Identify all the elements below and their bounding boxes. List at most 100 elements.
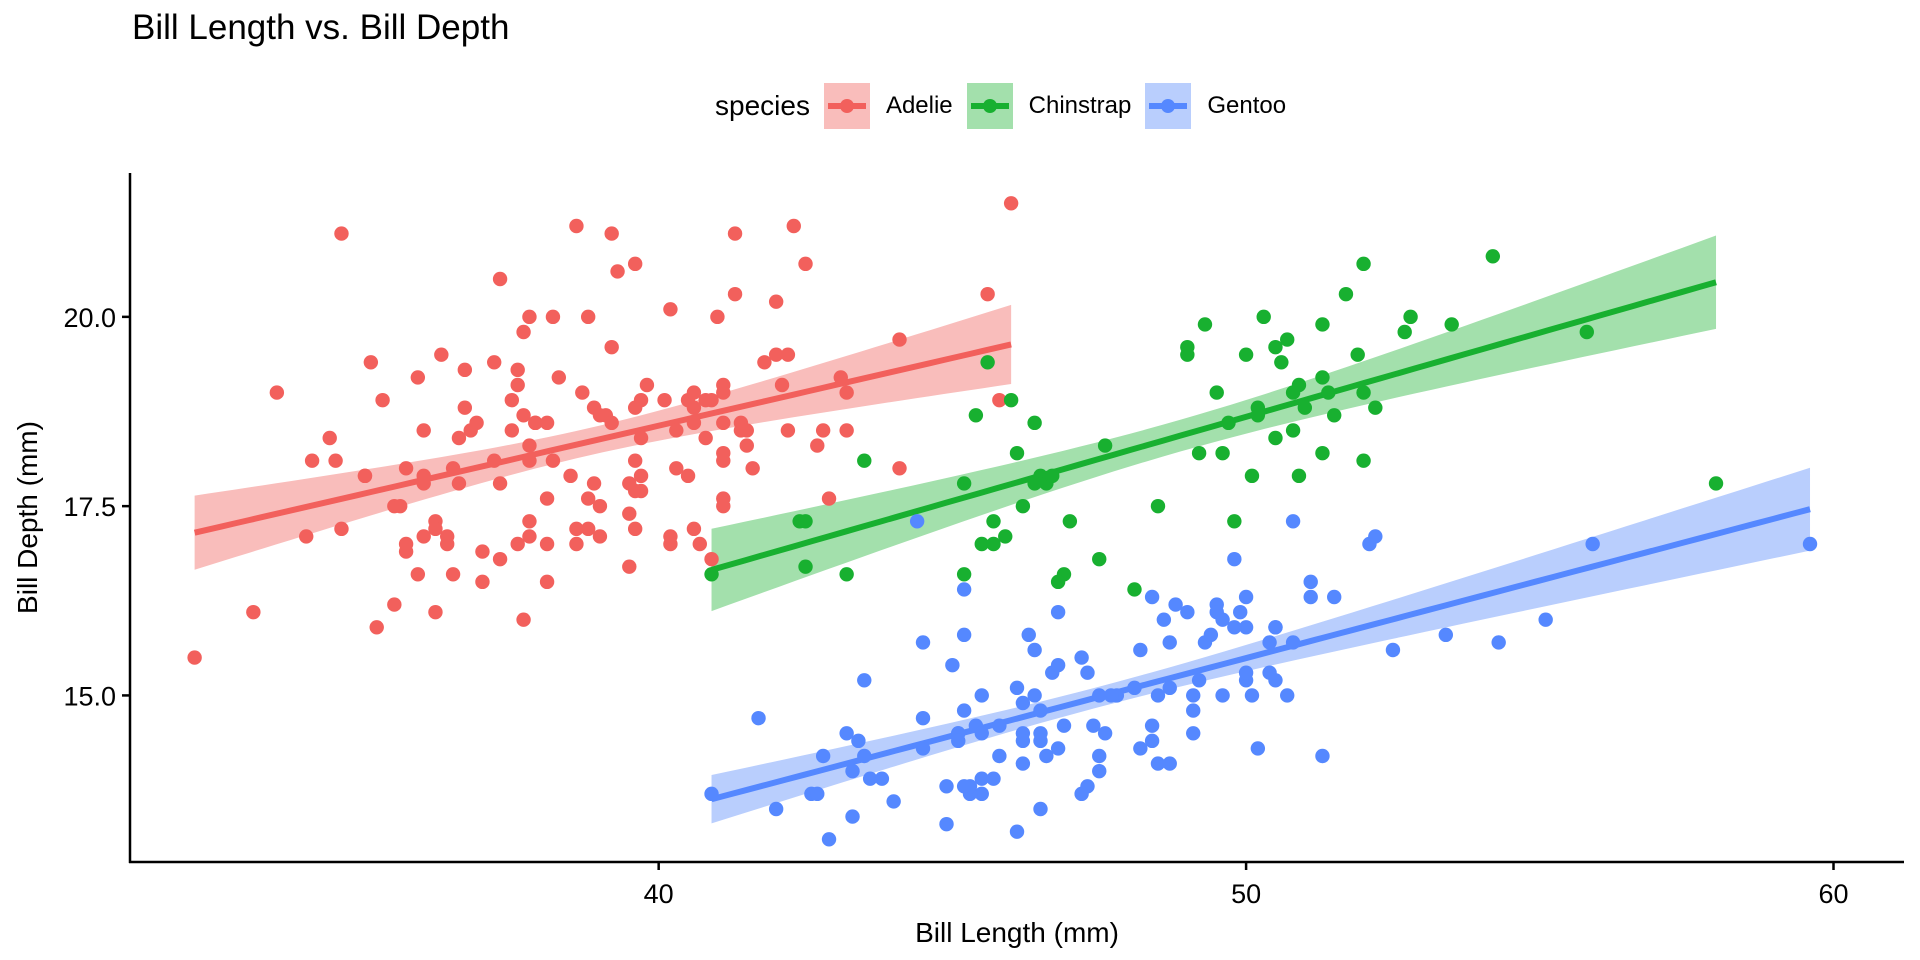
data-point-adelie (475, 574, 490, 590)
data-point-chinstrap (1256, 309, 1271, 325)
data-point-chinstrap (798, 559, 813, 574)
data-point-adelie (569, 536, 584, 552)
data-point-gentoo (1303, 589, 1318, 605)
data-point-chinstrap (980, 355, 995, 370)
legend-item-chinstrap: Chinstrap (966, 83, 1132, 129)
data-point-adelie (657, 392, 672, 408)
x-axis-title: Bill Length (mm) (915, 917, 1119, 948)
data-point-chinstrap (1027, 476, 1042, 491)
data-point-chinstrap (1268, 339, 1283, 355)
data-point-gentoo (862, 771, 878, 786)
data-point-adelie (686, 400, 702, 415)
data-point-adelie (633, 392, 649, 408)
data-point-gentoo (1097, 726, 1113, 741)
data-point-adelie (187, 650, 202, 665)
data-point-gentoo (1150, 756, 1166, 771)
data-point-gentoo (704, 786, 719, 802)
data-point-adelie (716, 453, 731, 468)
data-point-adelie (610, 264, 625, 279)
data-point-adelie (892, 332, 907, 347)
data-point-gentoo (1050, 604, 1066, 620)
data-point-chinstrap (1050, 574, 1066, 590)
data-point-adelie (698, 392, 713, 408)
data-point-adelie (633, 468, 649, 484)
axes: 40 50 60 15.0 17.5 20.0 Bill Length (mm) Bil… (12, 173, 1904, 948)
data-point-gentoo (1074, 786, 1089, 802)
data-point-gentoo (1268, 673, 1283, 688)
data-point-gentoo (839, 726, 854, 741)
data-point-gentoo (1033, 801, 1048, 817)
data-point-chinstrap (1092, 551, 1107, 567)
data-point-gentoo (1491, 635, 1506, 650)
data-point-adelie (798, 256, 813, 272)
x-tick-label: 60 (1818, 879, 1848, 909)
data-point-gentoo (1385, 642, 1401, 658)
data-point-adelie (375, 392, 390, 408)
data-point-gentoo (821, 832, 837, 847)
x-tick-label: 40 (644, 879, 674, 909)
data-point-adelie (475, 544, 490, 559)
data-point-adelie (398, 536, 414, 552)
data-point-adelie (522, 453, 537, 468)
data-point-chinstrap (1444, 317, 1459, 332)
data-point-gentoo (1015, 756, 1031, 771)
data-point-gentoo (974, 726, 989, 741)
data-point-adelie (580, 491, 596, 506)
data-point-chinstrap (798, 514, 813, 529)
data-point-adelie (510, 377, 525, 393)
legend-key-adelie (823, 83, 870, 129)
data-point-adelie (428, 521, 443, 537)
regression-line-chinstrap (710, 279, 1717, 573)
data-point-gentoo (1144, 589, 1160, 605)
data-point-chinstrap (1015, 498, 1031, 514)
data-point-gentoo (1127, 680, 1142, 696)
data-point-adelie (445, 461, 461, 476)
data-point-chinstrap (1127, 582, 1142, 597)
data-point-adelie (716, 415, 731, 431)
data-point-adelie (627, 521, 643, 537)
data-point-adelie (980, 286, 995, 302)
data-point-adelie (539, 536, 555, 552)
data-point-adelie (539, 574, 555, 590)
data-point-adelie (492, 551, 508, 567)
legend-label-chinstrap: Chinstrap (1028, 92, 1132, 119)
data-point-adelie (727, 226, 743, 241)
data-point-gentoo (974, 771, 989, 786)
x-tick-label: 50 (1231, 879, 1261, 909)
data-point-gentoo (1285, 514, 1301, 529)
data-point-chinstrap (1321, 385, 1336, 400)
data-point-adelie (710, 309, 725, 325)
data-point-adelie (839, 385, 854, 400)
data-point-adelie (739, 438, 754, 453)
data-point-gentoo (992, 718, 1007, 733)
legend: species Adelie Chinstrap Gentoo (715, 83, 1300, 129)
data-point-adelie (592, 408, 608, 423)
data-point-adelie (522, 514, 537, 529)
data-point-gentoo (1162, 680, 1177, 696)
data-point-adelie (486, 355, 502, 370)
data-point-chinstrap (956, 567, 972, 582)
data-point-chinstrap (1191, 445, 1207, 461)
data-point-adelie (416, 423, 431, 438)
data-point-adelie (398, 461, 414, 476)
data-point-chinstrap (1579, 324, 1594, 340)
data-point-gentoo (1209, 604, 1224, 620)
data-point-gentoo (986, 771, 1001, 786)
data-point-adelie (551, 370, 567, 385)
data-point-chinstrap (1045, 468, 1060, 484)
legend-title: species (715, 90, 810, 121)
data-point-adelie (774, 377, 790, 393)
y-tick-label: 17.5 (63, 492, 116, 522)
data-point-gentoo (909, 514, 925, 529)
data-point-chinstrap (1285, 423, 1301, 438)
data-point-chinstrap (1708, 476, 1724, 491)
data-point-gentoo (1033, 733, 1048, 749)
data-point-chinstrap (1227, 514, 1242, 529)
data-point-chinstrap (1274, 355, 1289, 370)
data-point-gentoo (1168, 597, 1183, 612)
data-point-chinstrap (1150, 498, 1166, 514)
data-point-gentoo (857, 748, 872, 764)
data-point-chinstrap (1350, 347, 1365, 362)
data-point-adelie (786, 218, 801, 234)
